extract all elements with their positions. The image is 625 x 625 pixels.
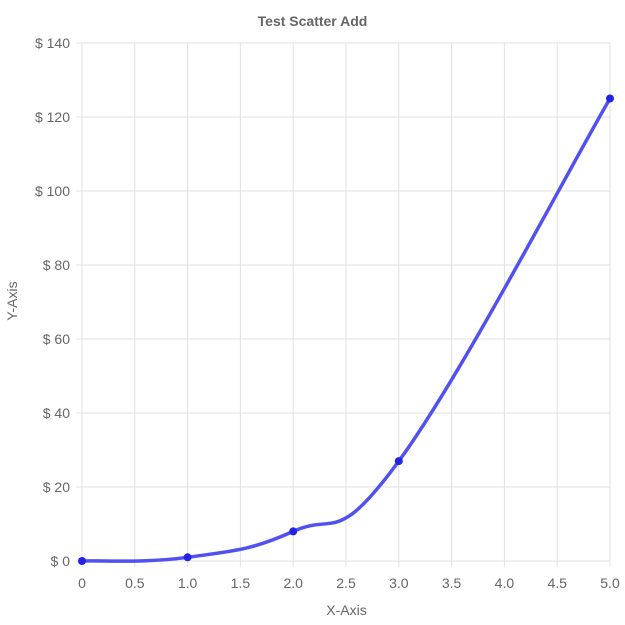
data-point bbox=[394, 457, 403, 466]
x-tick-label: 4.0 bbox=[495, 575, 515, 591]
data-point bbox=[289, 527, 298, 536]
y-tick-label: $ 40 bbox=[43, 405, 70, 421]
y-tick-label: $ 120 bbox=[35, 109, 70, 125]
y-tick-label: $ 20 bbox=[43, 479, 70, 495]
x-tick-label: 0.5 bbox=[125, 575, 145, 591]
x-tick-label: 2.0 bbox=[283, 575, 303, 591]
grid-lines bbox=[76, 42, 611, 567]
series-line bbox=[80, 96, 612, 563]
y-tick-label: $ 80 bbox=[43, 257, 70, 273]
x-tick-label: 1.5 bbox=[231, 575, 251, 591]
y-tick-label: $ 100 bbox=[35, 183, 70, 199]
data-point bbox=[183, 553, 192, 562]
data-point bbox=[78, 557, 86, 565]
series-layer bbox=[78, 94, 614, 565]
x-tick-label: 1.0 bbox=[178, 575, 198, 591]
x-tick-label: 2.5 bbox=[336, 575, 356, 591]
x-tick-label: 5.0 bbox=[600, 575, 620, 591]
x-tick-label: 3.0 bbox=[389, 575, 409, 591]
x-axis-label: X-Axis bbox=[326, 602, 366, 618]
x-tick-label: 0 bbox=[78, 575, 86, 591]
tick-labels: 0 0.5 1.0 1.5 2.0 2.5 3.0 3.5 4.0 4.5 5.0 $ 0 $ 20 $ … bbox=[35, 35, 620, 591]
y-tick-label: $ 0 bbox=[51, 553, 71, 569]
x-tick-label: 3.5 bbox=[442, 575, 462, 591]
chart-title: Test Scatter Add bbox=[258, 13, 368, 29]
x-tick-label: 4.5 bbox=[547, 575, 567, 591]
y-axis-label: Y-Axis bbox=[4, 281, 20, 320]
y-tick-label: $ 140 bbox=[35, 35, 70, 51]
y-tick-label: $ 60 bbox=[43, 331, 70, 347]
data-point bbox=[606, 94, 614, 103]
